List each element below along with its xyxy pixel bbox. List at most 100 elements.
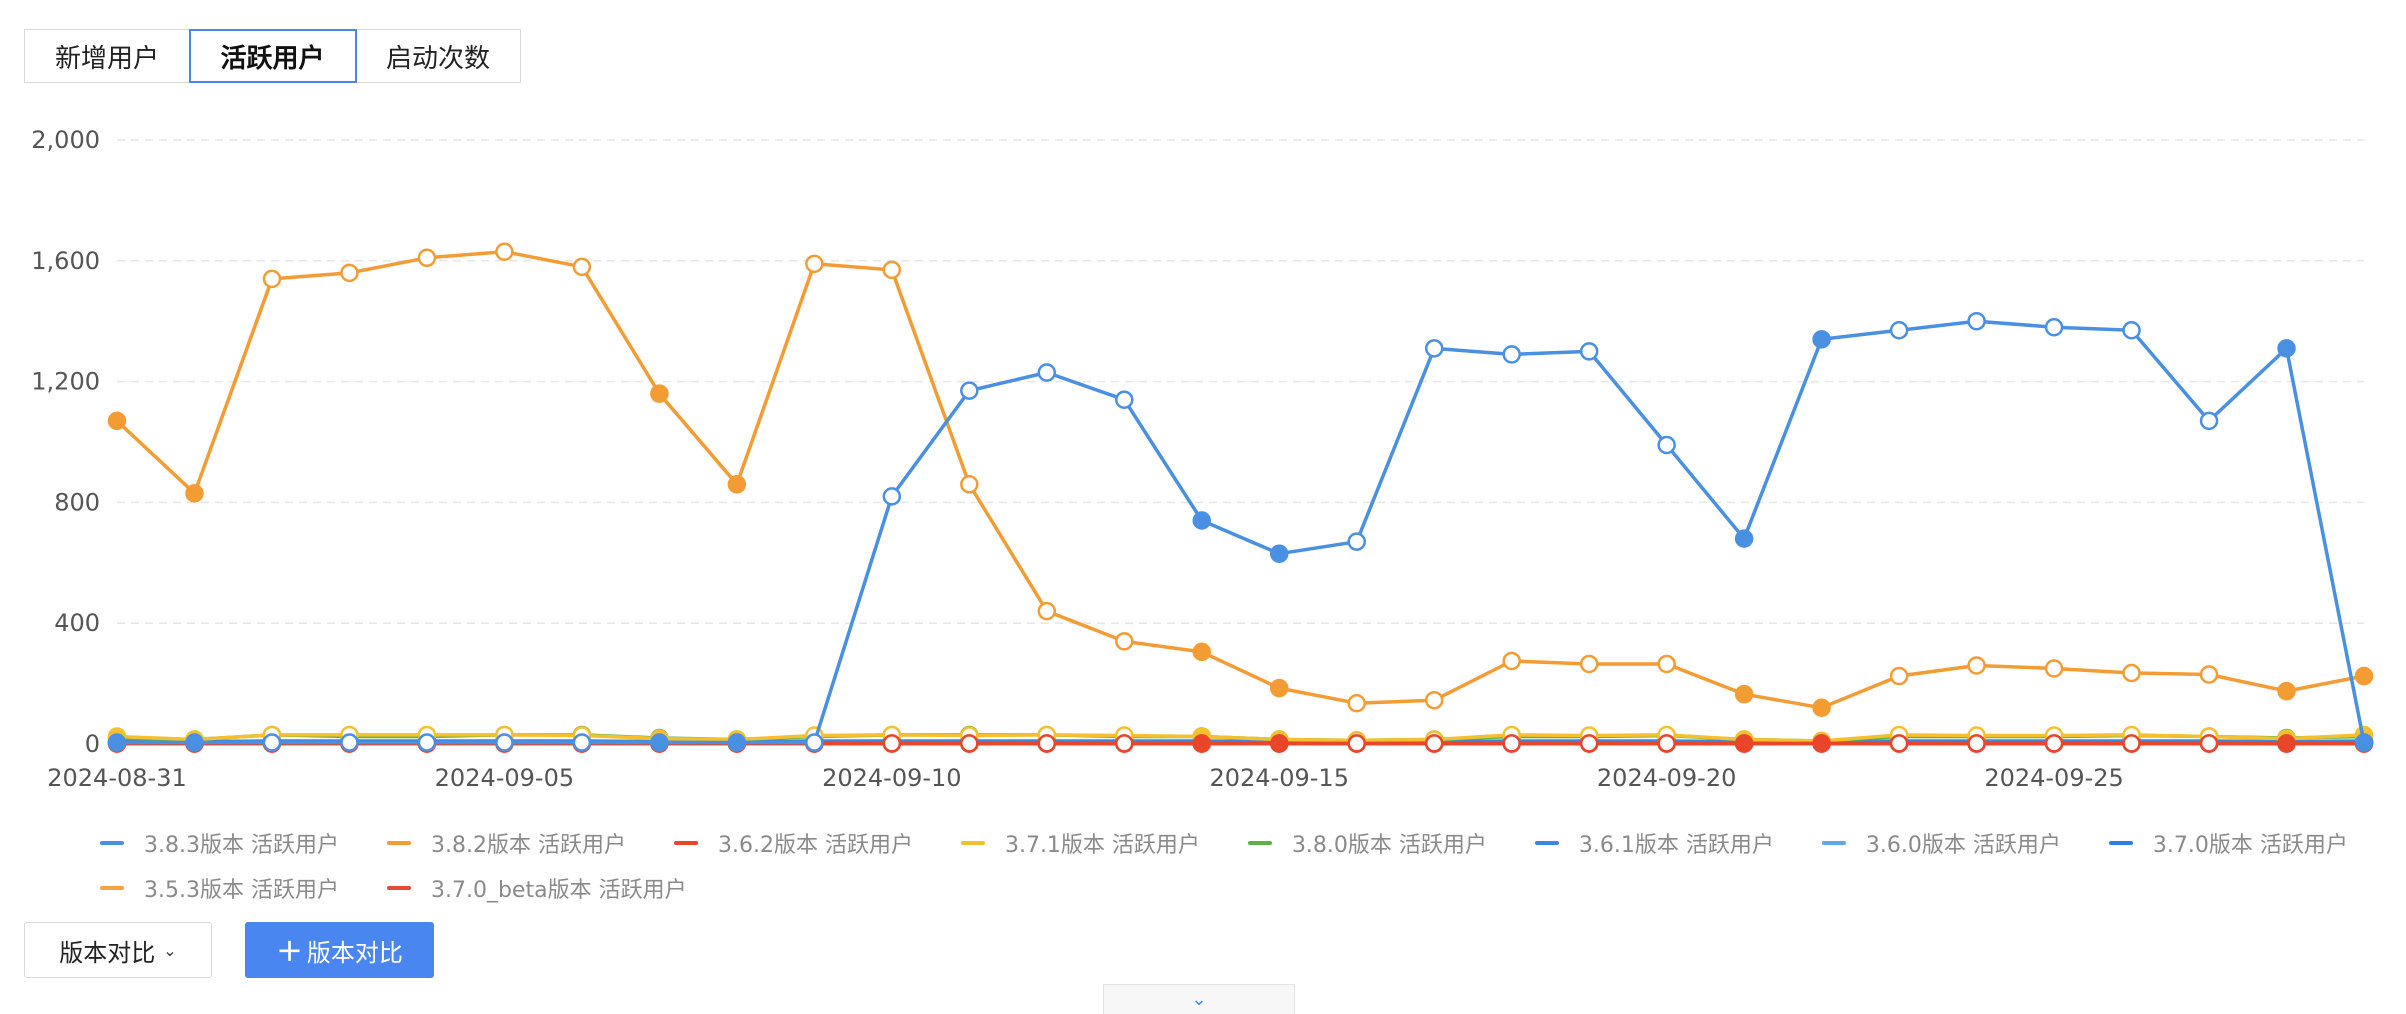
- data-point: [727, 733, 747, 752]
- data-point: [2277, 681, 2296, 701]
- y-tick-label: 800: [54, 488, 100, 516]
- data-point: [107, 733, 127, 752]
- y-tick-label: 1,600: [31, 247, 100, 275]
- data-point: [1192, 642, 1212, 662]
- legend-label: 3.7.0_beta版本 活跃用户: [430, 878, 687, 903]
- legend-item[interactable]: 3.5.3版本 活跃用户: [100, 873, 339, 903]
- legend-item[interactable]: 3.8.3版本 活跃用户: [100, 828, 339, 858]
- data-point: [727, 475, 747, 494]
- data-point: [960, 734, 979, 753]
- data-point: [262, 269, 282, 289]
- legend-swatch: [1534, 841, 1559, 845]
- data-point: [1037, 363, 1057, 382]
- data-point: [417, 248, 437, 268]
- legend-swatch: [100, 841, 124, 845]
- data-point: [1424, 734, 1444, 753]
- data-point: [1967, 734, 1986, 753]
- data-point: [1269, 678, 1289, 698]
- legend-swatch: [960, 841, 985, 845]
- y-tick-label: 1,200: [31, 368, 100, 396]
- add-version-compare-button[interactable]: + 版本对比: [245, 922, 434, 978]
- x-tick-label: 2024-09-15: [1209, 764, 1348, 792]
- legend-item[interactable]: 3.7.0版本 活跃用户: [2108, 828, 2348, 858]
- legend-swatch: [1821, 841, 1846, 845]
- data-point: [340, 263, 359, 283]
- data-point: [1579, 654, 1599, 674]
- legend-item[interactable]: 3.6.1版本 活跃用户: [1534, 828, 1774, 858]
- data-point: [960, 475, 979, 494]
- data-point: [960, 381, 979, 400]
- data-point: [2354, 666, 2374, 686]
- tab-launch-count[interactable]: 启动次数: [355, 29, 522, 83]
- data-point: [2354, 733, 2374, 752]
- y-tick-label: 400: [54, 609, 100, 637]
- legend-label: 3.6.1版本 活跃用户: [1578, 833, 1774, 858]
- data-point: [495, 733, 514, 752]
- x-tick-label: 2024-09-10: [822, 764, 961, 792]
- data-point: [1657, 734, 1676, 753]
- data-point: [2122, 321, 2141, 340]
- data-point: [1812, 734, 1831, 753]
- data-point: [1579, 734, 1599, 753]
- data-point: [1192, 511, 1212, 530]
- data-point: [1579, 342, 1599, 361]
- data-point: [572, 257, 592, 277]
- legend-item[interactable]: 3.6.2版本 活跃用户: [673, 828, 913, 858]
- data-point: [1424, 339, 1444, 358]
- data-point: [495, 242, 514, 261]
- add-version-compare-label: 版本对比: [306, 938, 403, 967]
- data-point: [2277, 339, 2296, 358]
- legend-item[interactable]: 3.8.2版本 活跃用户: [386, 828, 626, 858]
- legend-label: 3.8.0版本 活跃用户: [1291, 833, 1487, 858]
- legend-swatch: [386, 841, 411, 845]
- series-line: [116, 733, 2365, 743]
- legend-item[interactable]: 3.7.0_beta版本 活跃用户: [386, 873, 687, 903]
- data-point: [1812, 698, 1831, 718]
- data-point: [1424, 690, 1444, 710]
- data-point: [1502, 734, 1521, 753]
- data-point: [1734, 734, 1754, 753]
- legend-label: 3.8.2版本 活跃用户: [430, 833, 626, 858]
- data-point: [2199, 734, 2219, 753]
- data-point: [185, 484, 204, 503]
- legend-swatch: [673, 841, 698, 845]
- data-point: [1502, 345, 1521, 364]
- data-point: [1657, 435, 1676, 455]
- legend-label: 3.6.0版本 活跃用户: [1865, 833, 2061, 858]
- x-tick-label: 2024-09-05: [435, 764, 574, 792]
- data-point: [1812, 330, 1831, 349]
- data-point: [1889, 734, 1909, 753]
- data-point: [882, 260, 902, 280]
- data-point: [1347, 532, 1366, 551]
- legend-swatch: [1247, 841, 1272, 845]
- data-point: [1115, 390, 1134, 409]
- data-point: [1347, 693, 1366, 713]
- data-point: [1657, 654, 1676, 674]
- data-point: [1192, 734, 1212, 753]
- data-point: [1269, 544, 1289, 563]
- data-point: [185, 733, 204, 752]
- data-point: [2199, 411, 2219, 431]
- data-point: [1502, 651, 1521, 671]
- version-compare-dropdown[interactable]: 版本对比 ⌄: [24, 922, 212, 978]
- expand-toggle[interactable]: ⌄: [1103, 984, 1295, 1014]
- data-point: [2044, 659, 2064, 678]
- data-point: [107, 411, 127, 431]
- legend-swatch: [2108, 841, 2133, 845]
- data-point: [805, 733, 824, 752]
- legend-item[interactable]: 3.6.0版本 活跃用户: [1821, 828, 2061, 858]
- data-point: [1115, 632, 1134, 651]
- legend-item[interactable]: 3.8.0版本 活跃用户: [1247, 828, 1487, 858]
- tab-active-users[interactable]: 活跃用户: [188, 29, 357, 83]
- tab-new-users[interactable]: 新增用户: [24, 29, 191, 83]
- data-point: [1734, 529, 1754, 548]
- data-point: [1967, 656, 1986, 675]
- data-point: [1734, 684, 1754, 704]
- legend-swatch: [100, 886, 124, 890]
- legend-swatch: [386, 886, 411, 890]
- data-point: [572, 733, 592, 752]
- legend-item[interactable]: 3.7.1版本 活跃用户: [960, 828, 1200, 858]
- legend-label: 3.7.0版本 活跃用户: [2152, 833, 2348, 858]
- plus-icon: +: [276, 931, 303, 969]
- data-point: [2122, 663, 2141, 683]
